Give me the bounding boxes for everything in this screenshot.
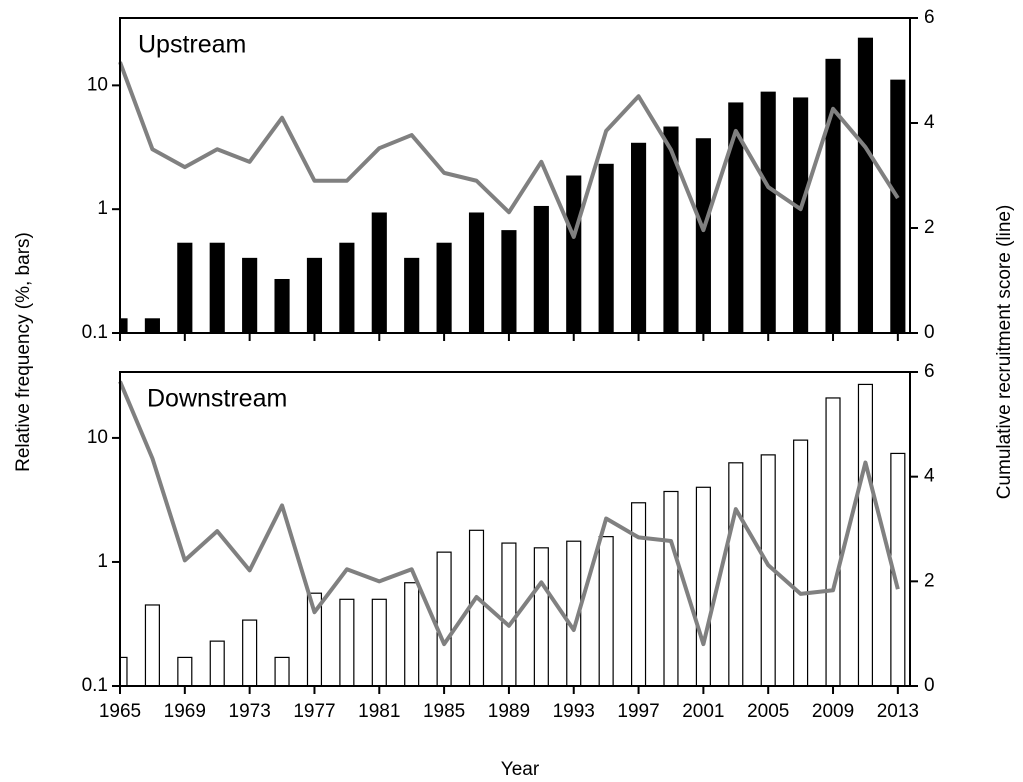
y2-tick-label: 0: [924, 322, 935, 343]
y2-tick-label: 2: [924, 217, 935, 238]
bar: [630, 142, 647, 333]
y-tick-label: 0.1: [82, 322, 108, 343]
x-tick-label: 1989: [488, 701, 530, 722]
bar: [533, 205, 549, 333]
bars: [120, 37, 906, 333]
x-tick-label: 2001: [682, 701, 724, 722]
y2-axis-label: Cumulative recruitment score (line): [994, 205, 1015, 500]
bar: [857, 383, 874, 686]
y-tick-label: 0.1: [82, 675, 108, 696]
bar: [120, 656, 128, 686]
x-tick-label: 1965: [99, 701, 141, 722]
bar: [144, 318, 160, 333]
y2-tick-label: 0: [924, 675, 935, 696]
bar: [306, 257, 323, 333]
y2-tick-label: 6: [924, 7, 935, 28]
bar: [533, 547, 549, 686]
bar: [404, 582, 420, 686]
y2-tick-label: 6: [924, 361, 935, 382]
bar: [274, 278, 290, 333]
bar: [436, 551, 452, 686]
bar: [695, 486, 711, 686]
bar: [371, 598, 387, 686]
bar: [371, 212, 387, 333]
x-axis-label: Year: [501, 759, 540, 780]
bar: [209, 640, 225, 686]
bar: [598, 536, 614, 686]
plot-frame: [119, 17, 911, 334]
y2-tick-label: 4: [924, 112, 935, 133]
y-tick-label: 1: [97, 198, 108, 219]
y-tick-label: 10: [87, 427, 108, 448]
bar: [760, 91, 776, 333]
bar: [566, 540, 582, 686]
x-tick-label: 1973: [229, 701, 271, 722]
plot-frame: [119, 371, 911, 687]
bar: [242, 619, 258, 686]
y-tick-label: 1: [97, 551, 108, 572]
bar: [404, 257, 420, 333]
bars: [120, 383, 906, 686]
y-tick-label: 10: [87, 74, 108, 95]
bar: [825, 397, 841, 686]
bar: [436, 242, 452, 333]
bar: [242, 257, 258, 333]
y2-tick-label: 2: [924, 570, 935, 591]
bar: [339, 242, 355, 333]
panel-title: Downstream: [147, 385, 287, 413]
bar: [598, 163, 614, 333]
x-tick-label: 1981: [358, 701, 400, 722]
bar: [695, 138, 711, 333]
bar: [728, 462, 744, 686]
y2-tick-label: 4: [924, 466, 935, 487]
bar: [177, 242, 193, 333]
line: [118, 61, 900, 239]
bar: [857, 37, 874, 333]
bar: [501, 230, 517, 333]
x-tick-label: 1969: [164, 701, 206, 722]
bar: [890, 79, 906, 333]
line: [118, 380, 900, 647]
x-tick-label: 1997: [617, 701, 659, 722]
bar: [177, 656, 193, 686]
y-axis-label: Relative frequency (%, bars): [13, 232, 34, 472]
bar: [825, 58, 841, 333]
bar: [339, 598, 355, 686]
bar: [468, 212, 485, 333]
bar: [209, 242, 225, 333]
bar: [274, 656, 290, 686]
bar: [501, 542, 517, 686]
x-tick-label: 1985: [423, 701, 465, 722]
panel-title: Upstream: [138, 31, 246, 59]
x-tick-label: 1977: [293, 701, 335, 722]
bar: [566, 175, 582, 333]
bar: [468, 529, 485, 686]
x-tick-label: 2013: [877, 701, 919, 722]
bar: [793, 97, 809, 333]
bar: [663, 490, 679, 686]
bar: [630, 502, 647, 686]
bar: [120, 318, 128, 333]
x-tick-label: 1993: [553, 701, 595, 722]
x-tick-label: 2005: [747, 701, 789, 722]
bar: [144, 604, 160, 686]
x-tick-label: 2009: [812, 701, 854, 722]
bar: [793, 439, 809, 686]
